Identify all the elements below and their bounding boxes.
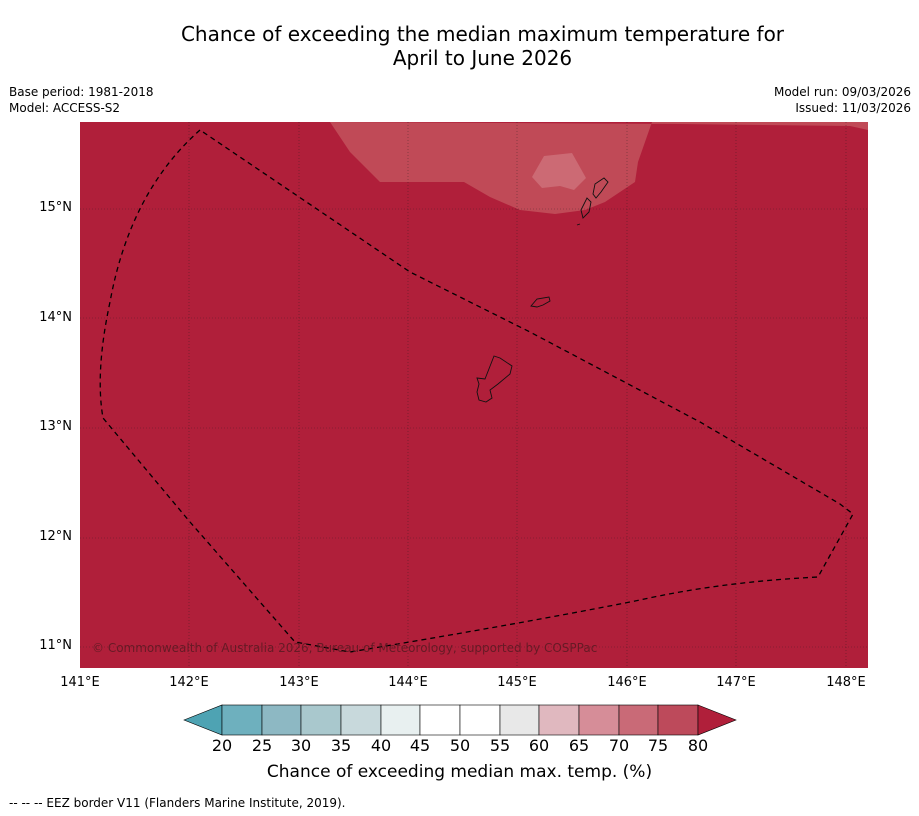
colorbar-tick-35: 35 xyxy=(330,736,352,755)
colorbar-tick-25: 25 xyxy=(251,736,273,755)
colorbar-title: Chance of exceeding median max. temp. (%… xyxy=(266,762,653,782)
lat-label-12: 12°N xyxy=(39,529,72,544)
colorbar-segment-65-70 xyxy=(578,704,620,736)
chart-title: Chance of exceeding the median maximum t… xyxy=(0,22,919,70)
island-rota xyxy=(530,296,551,308)
colorbar-segment-45-50 xyxy=(419,704,461,736)
lat-label-14: 14°N xyxy=(39,310,72,325)
model-run: Model run: 09/03/2026 xyxy=(773,85,911,99)
title-line-2: April to June 2026 xyxy=(392,46,573,70)
colorbar-tick-65: 65 xyxy=(568,736,590,755)
colorbar-tick-60: 60 xyxy=(528,736,550,755)
colorbar-tick-45: 45 xyxy=(409,736,431,755)
lon-label-146: 146°E xyxy=(607,675,647,690)
eez-border xyxy=(99,129,854,653)
lon-label-141: 141°E xyxy=(60,675,100,690)
colorbar-segment-20-25 xyxy=(221,704,263,736)
lat-label-13: 13°N xyxy=(39,419,72,434)
probability-75-80-area xyxy=(330,122,868,214)
title-line-1: Chance of exceeding the median maximum t… xyxy=(180,22,785,46)
base-period: Base period: 1981-2018 xyxy=(9,85,154,99)
lat-label-15: 15°N xyxy=(39,200,72,215)
lon-label-143: 143°E xyxy=(279,675,319,690)
lon-label-147: 147°E xyxy=(716,675,756,690)
issued-date: Issued: 11/03/2026 xyxy=(795,101,911,115)
colorbar-segment-30-35 xyxy=(300,704,342,736)
colorbar-extension-low xyxy=(183,704,223,736)
map-svg xyxy=(80,122,868,668)
island-aguijan xyxy=(576,223,581,226)
eez-legend-note: -- -- -- EEZ border V11 (Flanders Marine… xyxy=(9,796,346,810)
model-name: Model: ACCESS-S2 xyxy=(9,101,121,115)
colorbar-segment-75-80 xyxy=(657,704,699,736)
lon-label-142: 142°E xyxy=(169,675,209,690)
graticule xyxy=(80,122,868,668)
colorbar-tick-30: 30 xyxy=(290,736,312,755)
colorbar-tick-40: 40 xyxy=(370,736,392,755)
islands xyxy=(476,177,609,403)
lon-label-144: 144°E xyxy=(388,675,428,690)
colorbar-segment-40-45 xyxy=(380,704,421,736)
colorbar-segment-50-55 xyxy=(459,704,501,736)
meta-left: Base period: 1981-2018 Model: ACCESS-S2 xyxy=(9,84,154,116)
lon-label-148: 148°E xyxy=(826,675,866,690)
probability-70-75-area xyxy=(532,153,586,190)
colorbar-segment-70-75 xyxy=(618,704,659,736)
colorbar-segment-60-65 xyxy=(538,704,580,736)
island-guam xyxy=(476,355,513,403)
probability-above-80-area xyxy=(80,122,868,668)
meta-right: Model run: 09/03/2026 Issued: 11/03/2026 xyxy=(774,84,911,116)
colorbar-tick-70: 70 xyxy=(608,736,630,755)
island-tinian xyxy=(580,197,592,219)
colorbar-segment-55-60 xyxy=(499,704,540,736)
colorbar-tick-75: 75 xyxy=(647,736,669,755)
colorbar-extension-high xyxy=(697,704,737,736)
copyright-notice: © Commonwealth of Australia 2026, Bureau… xyxy=(92,641,598,655)
colorbar xyxy=(183,704,737,736)
colorbar-segment-35-40 xyxy=(340,704,382,736)
colorbar-tick-80: 80 xyxy=(687,736,709,755)
map-panel xyxy=(80,122,868,668)
lat-label-11: 11°N xyxy=(39,638,72,653)
lon-label-145: 145°E xyxy=(497,675,537,690)
colorbar-tick-55: 55 xyxy=(489,736,511,755)
colorbar-tick-50: 50 xyxy=(449,736,471,755)
colorbar-tick-20: 20 xyxy=(211,736,233,755)
island-saipan xyxy=(592,177,609,199)
colorbar-segment-25-30 xyxy=(261,704,302,736)
